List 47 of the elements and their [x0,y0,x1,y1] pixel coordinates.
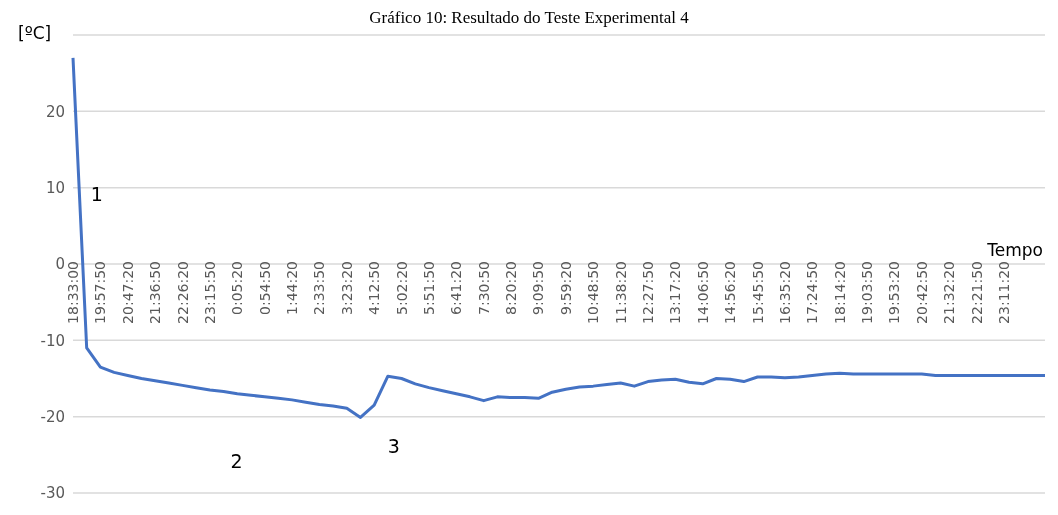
x-tick-label: 0:05:20 [229,261,246,315]
x-tick-label: 0:54:50 [256,261,273,315]
x-tick-label: 15:45:50 [749,261,766,324]
x-tick-label: 9:09:50 [530,261,547,315]
x-tick-label: 23:11:20 [995,261,1012,324]
y-tick-label: -20 [40,407,65,426]
x-tick-label: 6:41:20 [448,261,465,315]
x-tick-label: 23:15:50 [201,261,218,324]
x-tick-label: 7:30:50 [475,261,492,315]
y-axis-title: [ºC] [18,23,52,43]
y-tick-label: -10 [40,331,65,350]
x-tick-label: 3:23:20 [338,261,355,315]
x-tick-label: 20:42:50 [913,261,930,324]
x-tick-label: 14:06:50 [694,261,711,324]
x-tick-label: 4:12:50 [366,261,383,315]
x-tick-label: 5:51:50 [420,261,437,315]
x-tick-label: 13:17:20 [667,261,684,324]
x-tick-label: 22:26:20 [174,261,191,324]
x-tick-label: 22:21:50 [968,261,985,324]
x-tick-label: 9:59:20 [557,261,574,315]
annotation: 1 [90,183,103,206]
y-tick-label: 20 [45,102,65,121]
x-tick-label: 8:20:20 [503,261,520,315]
x-tick-label: 19:03:50 [859,261,876,324]
y-tick-label: 0 [55,255,65,274]
x-tick-label: 17:24:50 [804,261,821,324]
x-tick-label: 21:36:50 [147,261,164,324]
x-tick-label: 20:47:20 [119,261,136,324]
x-tick-label: 21:32:20 [941,261,958,324]
x-tick-label: 10:48:50 [585,261,602,324]
x-tick-label: 19:57:50 [92,261,109,324]
x-tick-label: 18:14:20 [831,261,848,324]
y-tick-label: 10 [45,178,65,197]
x-tick-label: 11:38:20 [612,261,629,324]
annotation: 3 [387,435,400,458]
chart-title: Gráfico 10: Resultado do Teste Experimental 4 [369,8,689,27]
x-tick-label: 18:33:00 [65,261,81,324]
x-tick-label: 19:53:20 [886,261,903,324]
x-tick-label: 16:35:20 [776,261,793,324]
x-tick-label: 5:02:20 [393,261,410,315]
x-axis-title: Tempo [987,240,1043,260]
x-tick-label: 14:56:20 [722,261,739,324]
annotation: 2 [230,450,243,473]
x-tick-label: 12:27:50 [639,261,656,324]
y-tick-label: -30 [40,484,65,503]
x-tick-label: 1:44:20 [284,261,301,315]
x-tick-label: 2:33:50 [311,261,328,315]
